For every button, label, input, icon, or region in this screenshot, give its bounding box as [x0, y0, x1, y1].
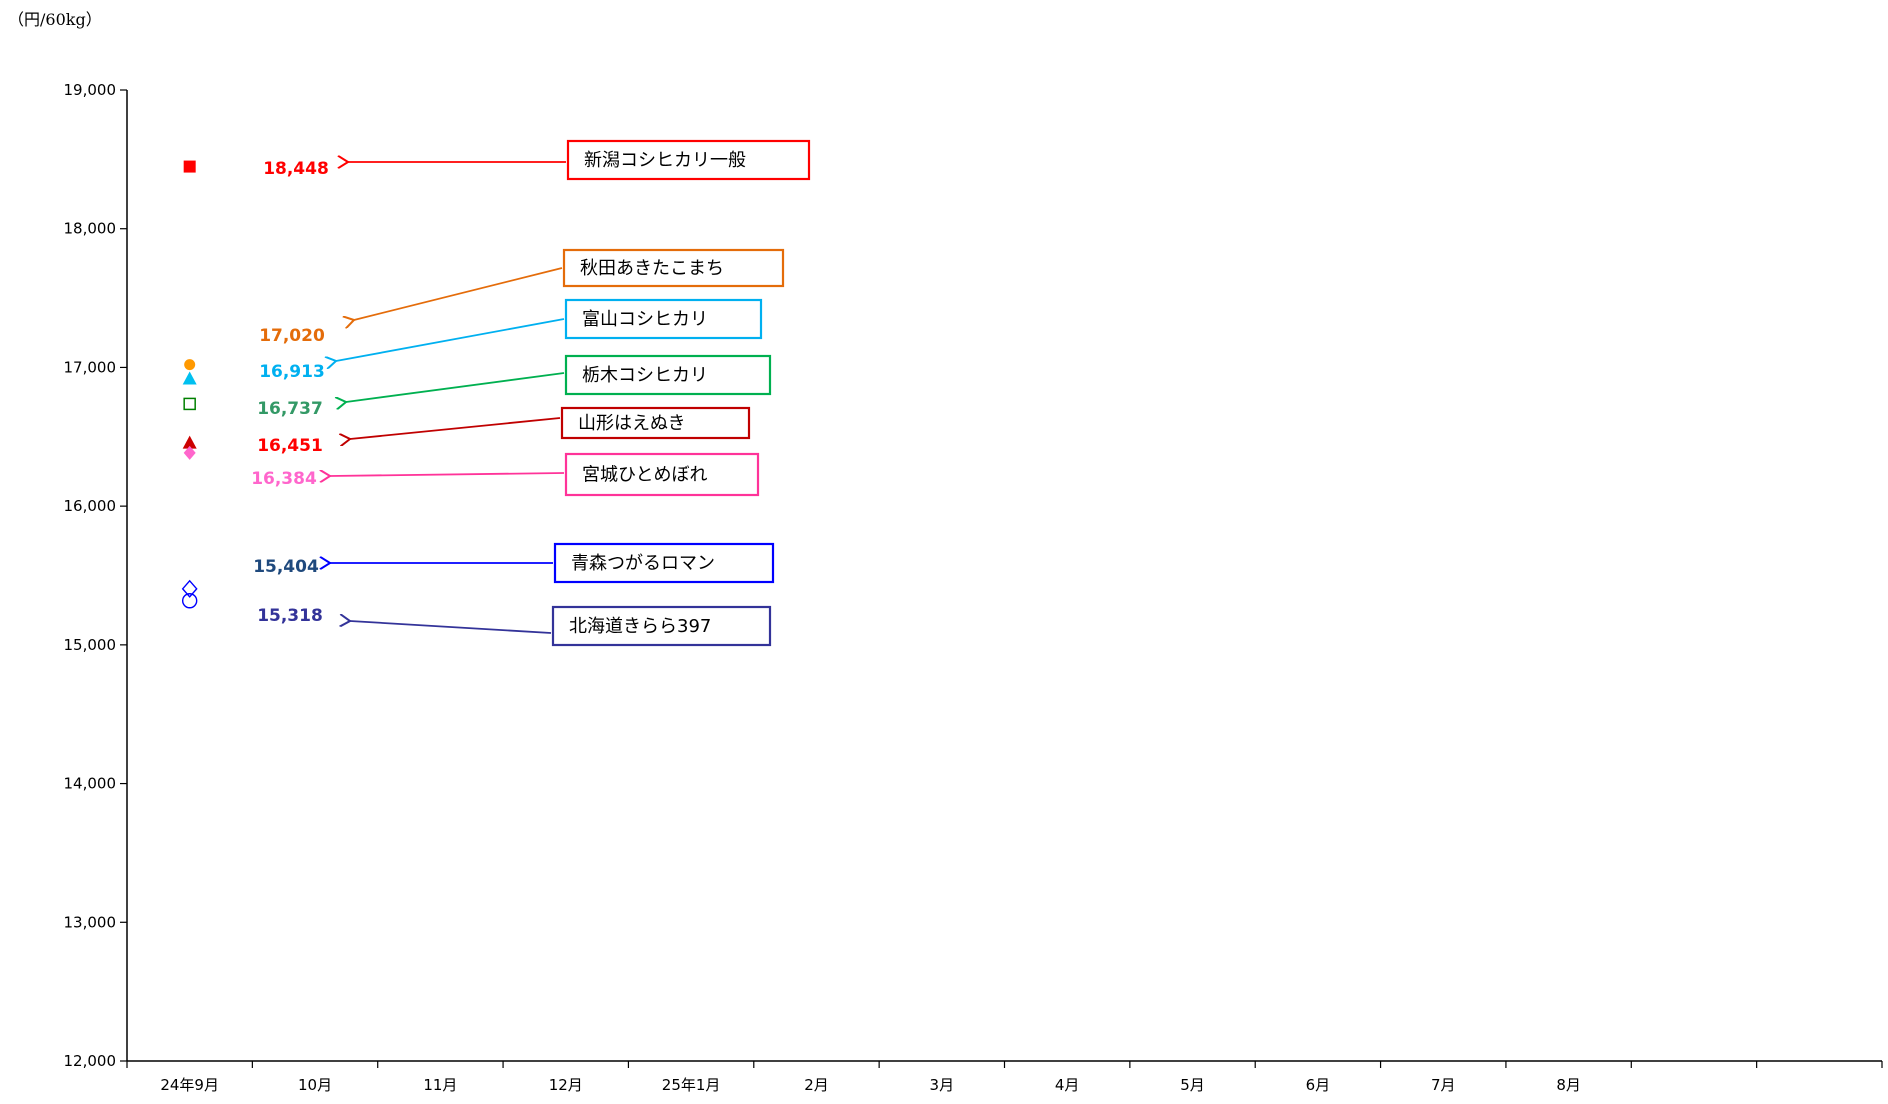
x-tick-label: 4月 — [1055, 1076, 1080, 1094]
y-tick-label: 12,000 — [64, 1052, 117, 1070]
legend-label: 新潟コシヒカリ一般 — [584, 150, 746, 171]
legend-box — [566, 139, 811, 181]
callout-arrow — [346, 372, 565, 402]
legend-box — [564, 354, 772, 396]
data-label: 17,020 — [259, 326, 325, 346]
x-tick-label: 11月 — [423, 1076, 457, 1094]
legend-box — [564, 298, 763, 340]
legend-label: 栃木コシヒカリ — [582, 365, 708, 386]
data-point — [181, 593, 198, 609]
data-point — [184, 359, 196, 371]
y-tick-label: 15,000 — [64, 636, 117, 654]
x-tick-label: 25年1月 — [662, 1076, 721, 1094]
x-tick-label: 7月 — [1431, 1076, 1456, 1094]
y-tick-label: 18,000 — [64, 220, 117, 238]
legend-box — [562, 248, 785, 288]
x-tick-label: 2月 — [804, 1076, 829, 1094]
data-point — [182, 435, 197, 449]
x-tick-label: 5月 — [1180, 1076, 1205, 1094]
callout-arrow — [336, 318, 565, 361]
legend-label: 富山コシヒカリ — [582, 309, 708, 330]
x-tick-label: 6月 — [1306, 1076, 1331, 1094]
x-tick-label: 8月 — [1556, 1076, 1581, 1094]
callout-arrow — [330, 473, 565, 476]
callout-arrow — [350, 621, 552, 634]
legend-label: 青森つがるロマン — [571, 553, 715, 574]
legend-box — [560, 406, 751, 440]
legend-label: 宮城ひとめぼれ — [582, 465, 707, 486]
data-label: 16,913 — [259, 362, 325, 382]
legend-label: 北海道きらら397 — [569, 616, 711, 637]
x-tick-label: 3月 — [930, 1076, 955, 1094]
legend-label: 秋田あきたこまち — [580, 258, 724, 279]
legend-box — [553, 542, 775, 584]
x-tick-label: 12月 — [549, 1076, 583, 1094]
y-tick-label: 19,000 — [64, 81, 117, 99]
data-label: 15,318 — [257, 606, 323, 626]
x-tick-label: 24年9月 — [160, 1076, 219, 1094]
data-point — [183, 160, 196, 173]
callout-arrow — [354, 267, 563, 320]
data-label: 18,448 — [263, 159, 329, 179]
legend-box — [564, 452, 760, 497]
y-tick-label: 16,000 — [64, 497, 117, 515]
data-point — [183, 445, 196, 460]
data-label: 16,451 — [257, 436, 323, 456]
y-tick-label: 13,000 — [64, 913, 117, 931]
callout-arrow — [350, 417, 561, 439]
data-point — [181, 579, 198, 598]
y-tick-label: 14,000 — [64, 775, 117, 793]
y-tick-label: 17,000 — [64, 358, 117, 376]
data-point — [182, 371, 197, 385]
data-point — [183, 397, 196, 411]
x-tick-label: 10月 — [298, 1076, 332, 1094]
legend-label: 山形はえぬき — [578, 413, 686, 434]
data-label: 16,384 — [251, 469, 317, 489]
legend-box — [551, 605, 772, 647]
data-label: 15,404 — [253, 557, 319, 577]
data-label: 16,737 — [257, 399, 323, 419]
y-axis-unit-label: （円/60kg） — [8, 10, 102, 29]
